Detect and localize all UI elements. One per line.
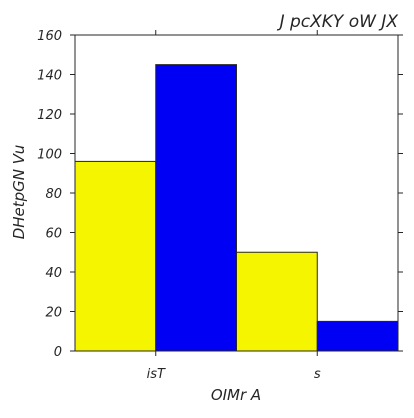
y-tick-label: 80 [45, 187, 62, 202]
x-tick-label: isT [147, 367, 166, 382]
y-tick-label: 40 [45, 266, 62, 281]
chart-title: J pcXKY oW JX [277, 12, 399, 32]
y-tick-label: 140 [37, 69, 62, 84]
y-tick-label: 100 [37, 148, 62, 163]
bar-series1-s [316, 320, 399, 352]
bar-series0-s [236, 251, 318, 352]
x-tick-label: s [314, 367, 321, 382]
y-tick-label: 120 [37, 108, 62, 123]
ticks-group: 0 20 40 60 80 100 120 140 160 isT s [37, 29, 403, 382]
y-axis-label: DHetpGN Vu [10, 145, 28, 240]
bar-series1-ist [155, 64, 237, 352]
y-tick-label: 0 [54, 345, 62, 360]
x-axis-label: OIMr A [211, 386, 261, 404]
y-tick-label: 160 [37, 29, 62, 44]
plot-frame [74, 34, 399, 352]
y-tick-label: 20 [45, 306, 62, 321]
bar-series0-ist [74, 160, 157, 352]
y-tick-label: 60 [45, 227, 62, 242]
bars-group [74, 64, 399, 352]
